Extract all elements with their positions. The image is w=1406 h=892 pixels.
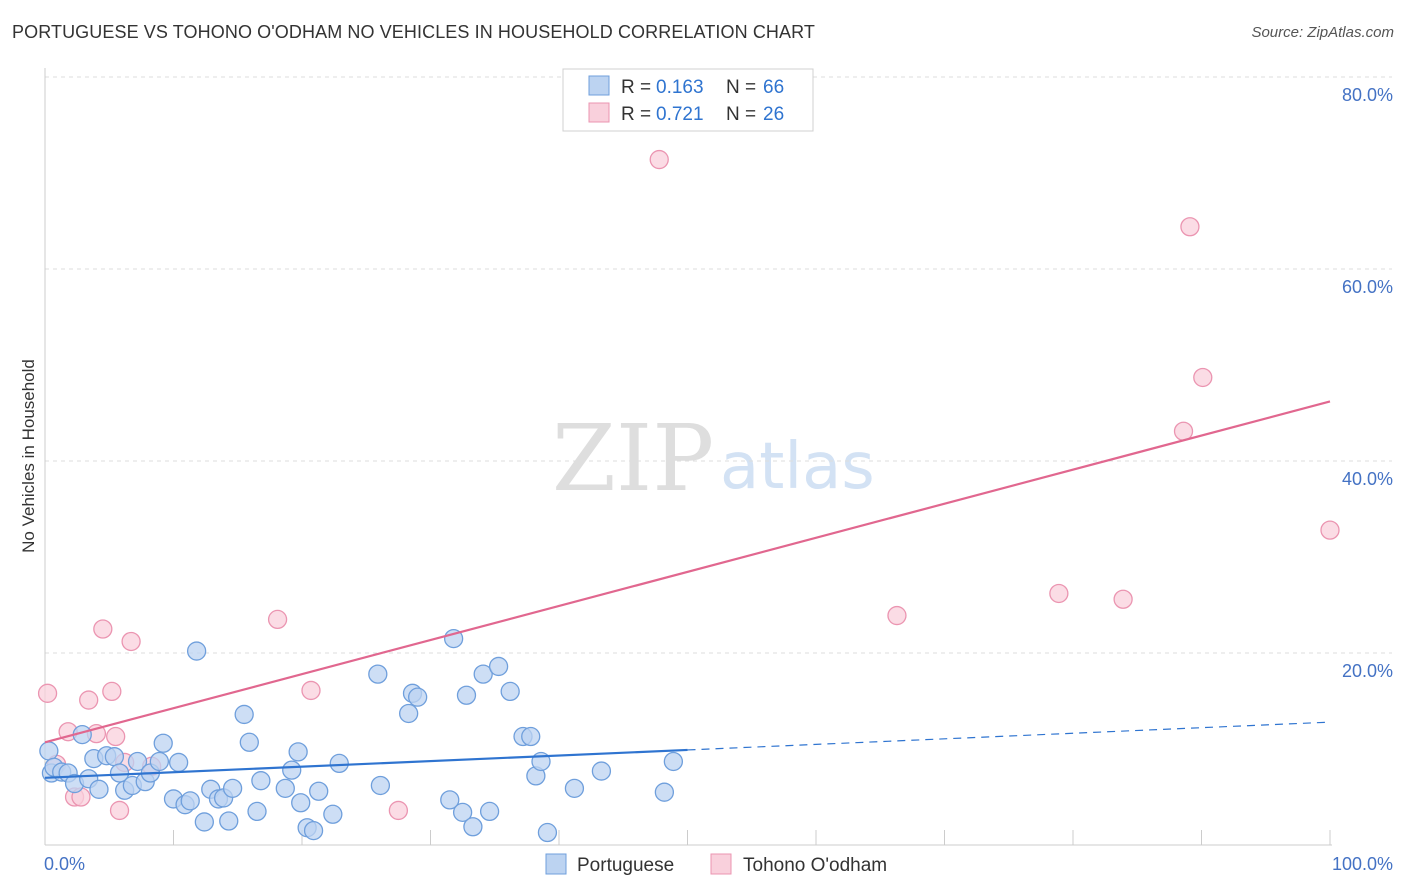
portuguese-point-66 <box>663 751 684 772</box>
y-tick-label-20: 20.0% <box>1342 661 1393 681</box>
portuguese-point-34 <box>251 771 271 791</box>
portuguese-point-32 <box>239 732 259 752</box>
portuguese-point-29 <box>219 811 239 831</box>
trendlines <box>44 400 1331 779</box>
portuguese-point-40 <box>303 820 324 841</box>
portuguese-point-53 <box>463 817 483 837</box>
y-tick-label-80: 80.0% <box>1342 85 1393 105</box>
portuguese-trendline-extension <box>687 721 1331 751</box>
tohono-point-5 <box>79 690 99 710</box>
stats-n-value-pink: 26 <box>763 104 784 125</box>
portuguese-point-62 <box>537 822 558 843</box>
source-label: Source: ZipAtlas.com <box>1251 24 1394 41</box>
y-tick-label-60: 60.0% <box>1342 277 1393 297</box>
portuguese-point-42 <box>323 804 343 824</box>
tohono-point-0 <box>37 683 58 703</box>
portuguese-point-54 <box>473 664 493 684</box>
tohono-point-20 <box>1113 589 1133 609</box>
portuguese-point-18 <box>149 751 170 772</box>
tohono-point-16 <box>388 800 409 821</box>
portuguese-point-64 <box>591 761 612 781</box>
portuguese-point-9 <box>89 779 109 799</box>
legend-swatch-portuguese <box>545 853 567 875</box>
chart-title: PORTUGUESE VS TOHONO O'ODHAM NO VEHICLES… <box>12 22 816 42</box>
bottom-legend: Portuguese Tohono O'odham <box>545 853 887 876</box>
portuguese-point-24 <box>186 641 207 661</box>
portuguese-point-37 <box>288 742 308 762</box>
stats-r-value-pink: 0.721 <box>656 104 704 125</box>
y-axis-title: No Vehicles in Household <box>19 359 38 553</box>
portuguese-trendline <box>44 748 688 779</box>
portuguese-point-21 <box>168 752 189 773</box>
y-tick-label-40: 40.0% <box>1342 469 1393 489</box>
portuguese-point-55 <box>479 801 500 822</box>
tohono-point-24 <box>1320 520 1340 540</box>
stats-r-value-blue: 0.163 <box>656 77 704 98</box>
portuguese-point-11 <box>104 747 125 767</box>
portuguese-point-23 <box>180 791 200 811</box>
portuguese-point-43 <box>329 753 349 774</box>
tohono-point-18 <box>887 605 907 626</box>
legend-label-tohono: Tohono O'odham <box>743 855 887 876</box>
tohono-point-19 <box>1049 583 1069 604</box>
portuguese-point-30 <box>222 778 243 799</box>
x-ticks <box>44 830 1331 845</box>
portuguese-point-49 <box>440 790 460 810</box>
stats-n-value-blue: 66 <box>763 77 784 98</box>
tohono-point-17 <box>649 149 669 170</box>
watermark: ZIP atlas <box>552 405 875 512</box>
portuguese-point-65 <box>654 782 675 802</box>
portuguese-point-31 <box>234 704 254 725</box>
portuguese-point-41 <box>309 781 329 801</box>
stats-r-label-pink: R = <box>621 104 651 125</box>
portuguese-point-33 <box>247 801 267 822</box>
portuguese-point-63 <box>564 778 585 799</box>
legend-swatch-tohono <box>710 853 732 875</box>
tohono-point-9 <box>106 726 126 747</box>
portuguese-point-45 <box>370 775 391 796</box>
gridlines <box>45 76 1392 654</box>
portuguese-point-35 <box>275 778 295 799</box>
portuguese-point-56 <box>488 656 509 677</box>
stats-legend: R = 0.163 N = 66 R = 0.721 N = 26 <box>562 68 814 132</box>
portuguese-point-51 <box>452 802 473 823</box>
portuguese-point-15 <box>127 751 148 772</box>
tohono-point-10 <box>109 800 130 821</box>
legend-label-portuguese: Portuguese <box>577 855 674 876</box>
portuguese-point-12 <box>109 763 130 783</box>
tohono-point-15 <box>301 680 321 701</box>
tohono-trendline <box>44 400 1331 744</box>
watermark-zip: ZIP <box>552 405 714 512</box>
portuguese-point-0 <box>39 741 59 761</box>
tohono-point-14 <box>267 609 288 630</box>
portuguese-point-57 <box>500 681 520 702</box>
portuguese-point-48 <box>407 687 428 707</box>
portuguese-point-36 <box>282 760 302 780</box>
portuguese-point-59 <box>521 726 541 747</box>
portuguese-point-19 <box>153 733 173 753</box>
watermark-atlas: atlas <box>720 430 875 504</box>
portuguese-point-25 <box>194 812 214 832</box>
tohono-point-8 <box>102 681 122 702</box>
y-tick-labels: 20.0% 40.0% 60.0% 80.0% <box>1342 85 1393 681</box>
tohono-point-22 <box>1180 217 1200 237</box>
portuguese-point-38 <box>291 793 311 813</box>
stats-swatch-pink <box>588 102 610 123</box>
tohono-point-12 <box>121 631 141 652</box>
portuguese-point-44 <box>368 664 388 684</box>
portuguese-point-52 <box>456 685 477 705</box>
portuguese-point-46 <box>399 703 419 724</box>
axes <box>44 68 1332 846</box>
stats-r-label-blue: R = <box>621 77 651 98</box>
portuguese-points <box>39 628 684 843</box>
tohono-point-7 <box>93 619 113 639</box>
stats-n-label-pink: N = <box>726 104 756 125</box>
x-tick-label-min: 0.0% <box>44 854 85 874</box>
x-tick-label-max: 100.0% <box>1332 854 1393 874</box>
stats-n-label-blue: N = <box>726 77 756 98</box>
stats-swatch-blue <box>588 75 610 96</box>
tohono-point-23 <box>1193 367 1213 388</box>
